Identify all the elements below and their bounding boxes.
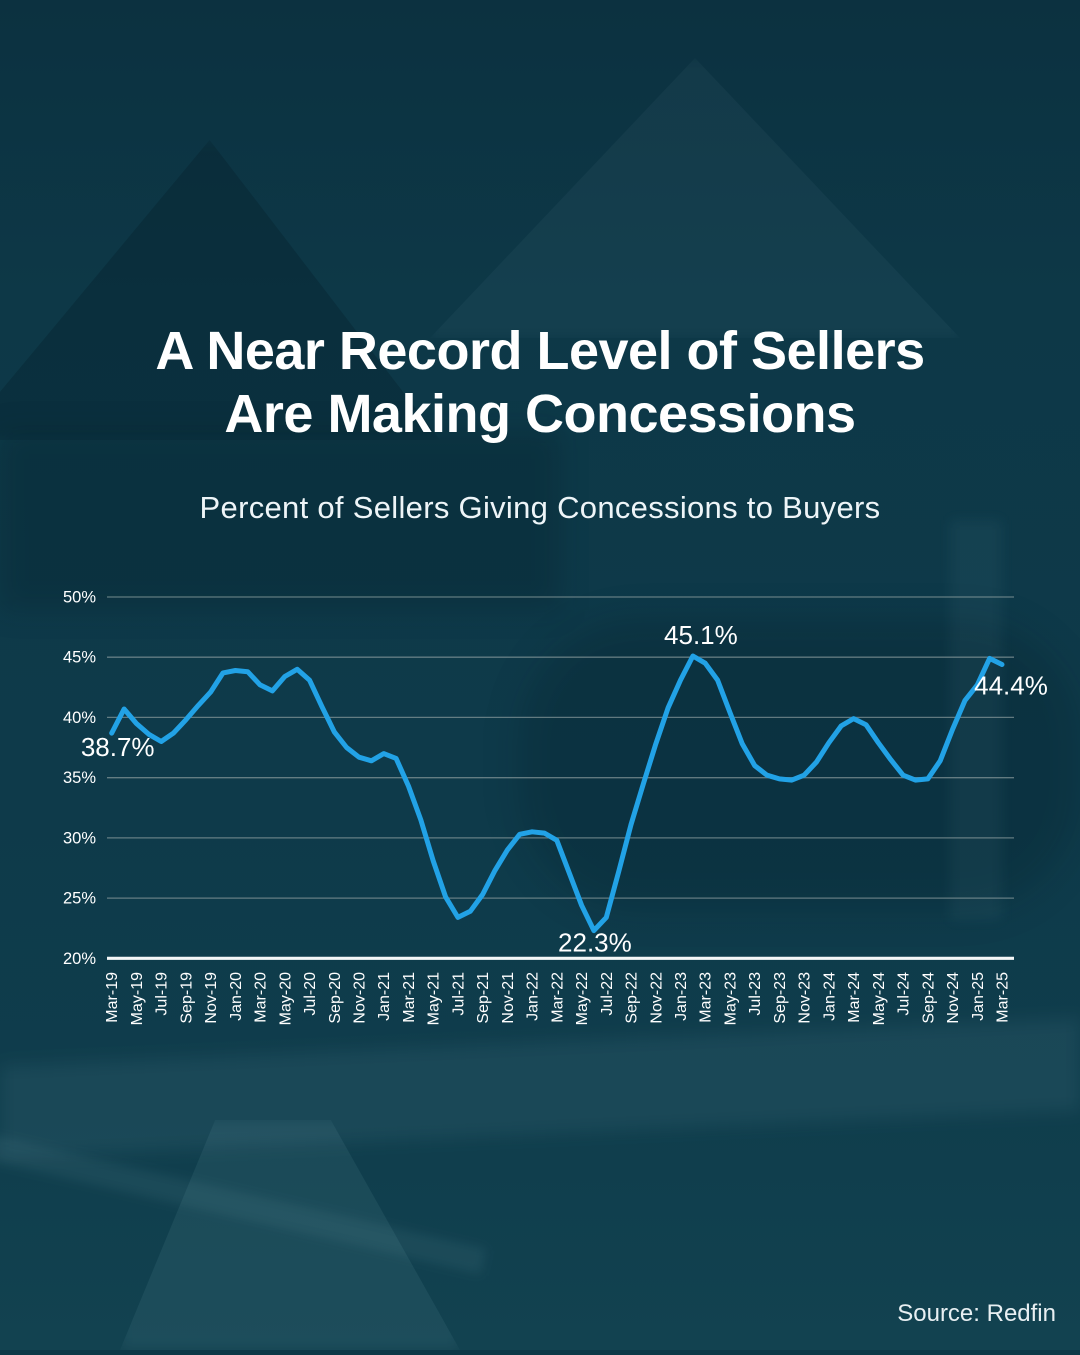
x-axis-tick-label: May-23	[723, 972, 740, 1025]
annotation-jun-22: 22.3%	[558, 928, 632, 958]
page-title: A Near Record Level of Sellers Are Makin…	[0, 320, 1080, 446]
x-axis-tick-label: Jan-22	[525, 972, 542, 1021]
x-axis-tick-label: Sep-23	[772, 972, 789, 1024]
x-axis-tick-label: Jan-21	[376, 972, 393, 1021]
y-axis-tick-label: 25%	[63, 890, 96, 908]
x-axis-tick-label: Jul-22	[599, 972, 616, 1016]
y-axis-labels: 50% 45% 40% 35% 30% 25% 20%	[63, 589, 96, 968]
x-axis-tick-label: Mar-23	[698, 972, 715, 1023]
x-axis-tick-label: May-21	[426, 972, 443, 1025]
x-axis-tick-label: Mar-21	[401, 972, 418, 1023]
y-axis-tick-label: 50%	[63, 589, 96, 607]
x-axis-tick-label: Nov-24	[945, 972, 962, 1024]
x-axis-tick-label: May-22	[574, 972, 591, 1025]
x-axis-tick-label: Mar-25	[995, 972, 1012, 1023]
x-axis-tick-label: Mar-24	[846, 972, 863, 1023]
y-axis-tick-label: 35%	[63, 769, 96, 787]
x-axis-tick-label: Mar-19	[104, 972, 121, 1023]
x-axis-tick-label: May-20	[277, 972, 294, 1025]
x-axis-labels: Mar-19 May-19 Jul-19 Sep-19 Nov-19 Jan-20 Mar-…	[104, 972, 1011, 1025]
data-annotations: 38.7% 22.3% 45.1% 44.4%	[81, 620, 1048, 958]
x-axis-tick-label: Sep-19	[178, 972, 195, 1024]
x-axis-tick-label: Nov-23	[797, 972, 814, 1024]
annotation-feb-23: 45.1%	[664, 620, 738, 650]
x-axis-tick-label: Sep-22	[624, 972, 641, 1024]
y-axis-tick-label: 30%	[63, 829, 96, 847]
x-axis-tick-label: Jul-19	[154, 972, 171, 1016]
x-axis-tick-label: Sep-20	[327, 972, 344, 1024]
source-credit: Source: Redfin	[897, 1300, 1056, 1327]
annotation-mar-25: 44.4%	[974, 671, 1048, 701]
x-axis-tick-label: Jul-21	[450, 972, 467, 1016]
x-axis-tick-label: Jul-24	[896, 972, 913, 1016]
concessions-trend-line	[109, 653, 1005, 934]
x-axis-tick-label: Nov-21	[500, 972, 517, 1024]
x-axis-tick-label: May-24	[871, 972, 888, 1025]
x-axis-tick-label: Jul-20	[302, 972, 319, 1016]
chart-subtitle: Percent of Sellers Giving Concessions to…	[199, 490, 881, 525]
x-axis-tick-label: Sep-24	[920, 972, 937, 1024]
x-axis-tick-label: Sep-21	[475, 972, 492, 1024]
x-axis-tick-label: Jan-20	[228, 972, 245, 1021]
y-axis-tick-label: 20%	[63, 950, 96, 968]
x-axis-tick-label: Jul-23	[747, 972, 764, 1016]
x-axis-tick-label: Jan-25	[970, 972, 987, 1021]
x-axis-tick-label: Mar-20	[253, 972, 270, 1023]
title-line-2: Are Making Concessions	[224, 384, 856, 445]
title-line-1: A Near Record Level of Sellers	[155, 321, 925, 381]
x-axis-tick-label: Nov-22	[648, 972, 665, 1024]
y-gridlines	[107, 596, 1014, 960]
x-axis-tick-label: Mar-22	[549, 972, 566, 1023]
x-axis-tick-label: Jan-24	[821, 972, 838, 1021]
y-axis-tick-label: 45%	[63, 649, 96, 667]
y-axis-tick-label: 40%	[63, 709, 96, 727]
x-axis-tick-label: Nov-19	[203, 972, 220, 1024]
x-axis-tick-label: Jan-23	[673, 972, 690, 1021]
x-axis-tick-label: Nov-20	[352, 972, 369, 1024]
x-axis-tick-label: May-19	[129, 972, 146, 1025]
annotation-mar-19: 38.7%	[81, 732, 155, 762]
